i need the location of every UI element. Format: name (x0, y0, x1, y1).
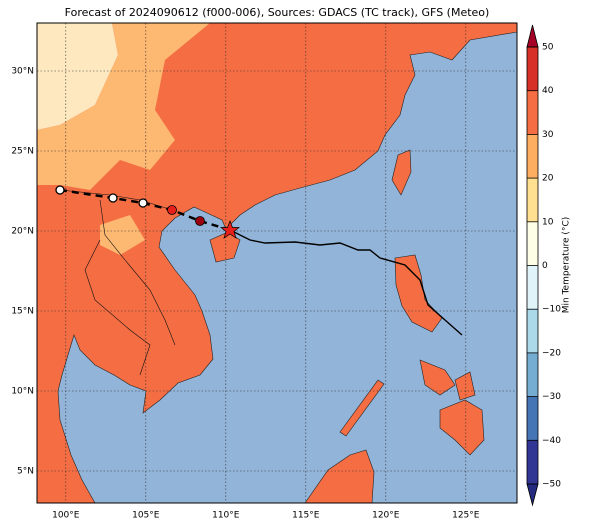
mindanao (439, 399, 485, 456)
colorbar-tick-label: −20 (542, 348, 561, 358)
colorbar-band (527, 134, 538, 179)
lon-tick-label: 110°E (212, 511, 240, 521)
lon-tick-label: 115°E (292, 511, 320, 521)
track-point (167, 205, 177, 215)
colorbar-band (527, 221, 538, 266)
luzon (394, 254, 443, 333)
colorbar-band (527, 309, 538, 353)
map-frame (36, 22, 518, 504)
colorbar-band (527, 440, 538, 484)
track-point (138, 198, 148, 208)
borneo (304, 449, 375, 503)
colorbar-band (527, 352, 538, 397)
colorbar-band (527, 265, 538, 310)
lat-tick-label: 20°N (11, 227, 34, 237)
colorbar-tick-label: 50 (542, 43, 554, 53)
lon-tick-label: 100°E (52, 511, 80, 521)
colorbar-tick-label: −50 (542, 480, 561, 490)
lat-tick-label: 10°N (11, 387, 34, 397)
track-point (108, 193, 118, 203)
lat-tick-label: 15°N (11, 307, 34, 317)
observed-track (229, 229, 463, 336)
mild-region (100, 215, 145, 255)
colorbar-tick-label: 10 (542, 217, 554, 227)
colorbar-band (527, 47, 538, 91)
palawan (339, 379, 385, 437)
colorbar-tick-label: −30 (542, 392, 561, 402)
track-point (195, 216, 205, 226)
colorbar-tick-label: 20 (542, 174, 554, 184)
lat-tick-label: 25°N (11, 147, 34, 157)
forecast-track (59, 188, 231, 232)
lon-tick-label: 105°E (132, 511, 160, 521)
lat-tick-label: 5°N (17, 467, 34, 477)
current-position (220, 220, 240, 239)
colorbar-extension (526, 24, 539, 48)
colorbar-band (527, 90, 538, 135)
colorbar-label: Min Temperature (°C) (562, 217, 572, 314)
visayas (419, 359, 476, 401)
map-area (37, 23, 517, 503)
colorbar-tick-label: 30 (542, 130, 554, 140)
hainan (209, 231, 241, 263)
cool-region (37, 23, 118, 130)
lon-tick-label: 125°E (452, 511, 480, 521)
colorbar-band (527, 396, 538, 441)
graticule (37, 23, 517, 503)
colorbar-tick-label: −40 (542, 436, 561, 446)
colorbar-tick-label: 0 (542, 261, 548, 271)
track-point (55, 185, 65, 195)
mild-region (37, 23, 210, 190)
map-title: Forecast of 2024090612 (f000-006), Sourc… (65, 6, 490, 19)
colorbar-extension (526, 483, 539, 507)
colorbar-tick-label: 40 (542, 86, 554, 96)
colorbar-tick-label: −10 (542, 305, 561, 315)
lat-tick-label: 30°N (11, 67, 34, 77)
colorbar-band (527, 178, 538, 222)
lon-tick-label: 120°E (372, 511, 400, 521)
